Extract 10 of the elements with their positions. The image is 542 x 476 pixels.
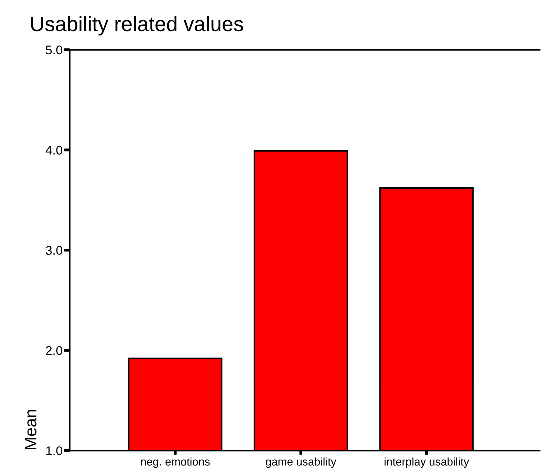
x-tick-label: game usability [266,458,337,468]
y-tick-label: 3.0 [46,246,62,256]
y-tick-label: 5.0 [46,46,62,55]
chart-title: Usability related values [31,16,244,36]
y-axis-title: Mean [25,410,37,450]
x-tick-label: interplay usability [384,458,470,468]
x-tick-label: neg. emotions [141,458,210,468]
y-tick-label: 2.0 [46,346,62,356]
y-tick-label: 4.0 [46,146,62,155]
y-tick-label: 1.0 [46,446,62,456]
